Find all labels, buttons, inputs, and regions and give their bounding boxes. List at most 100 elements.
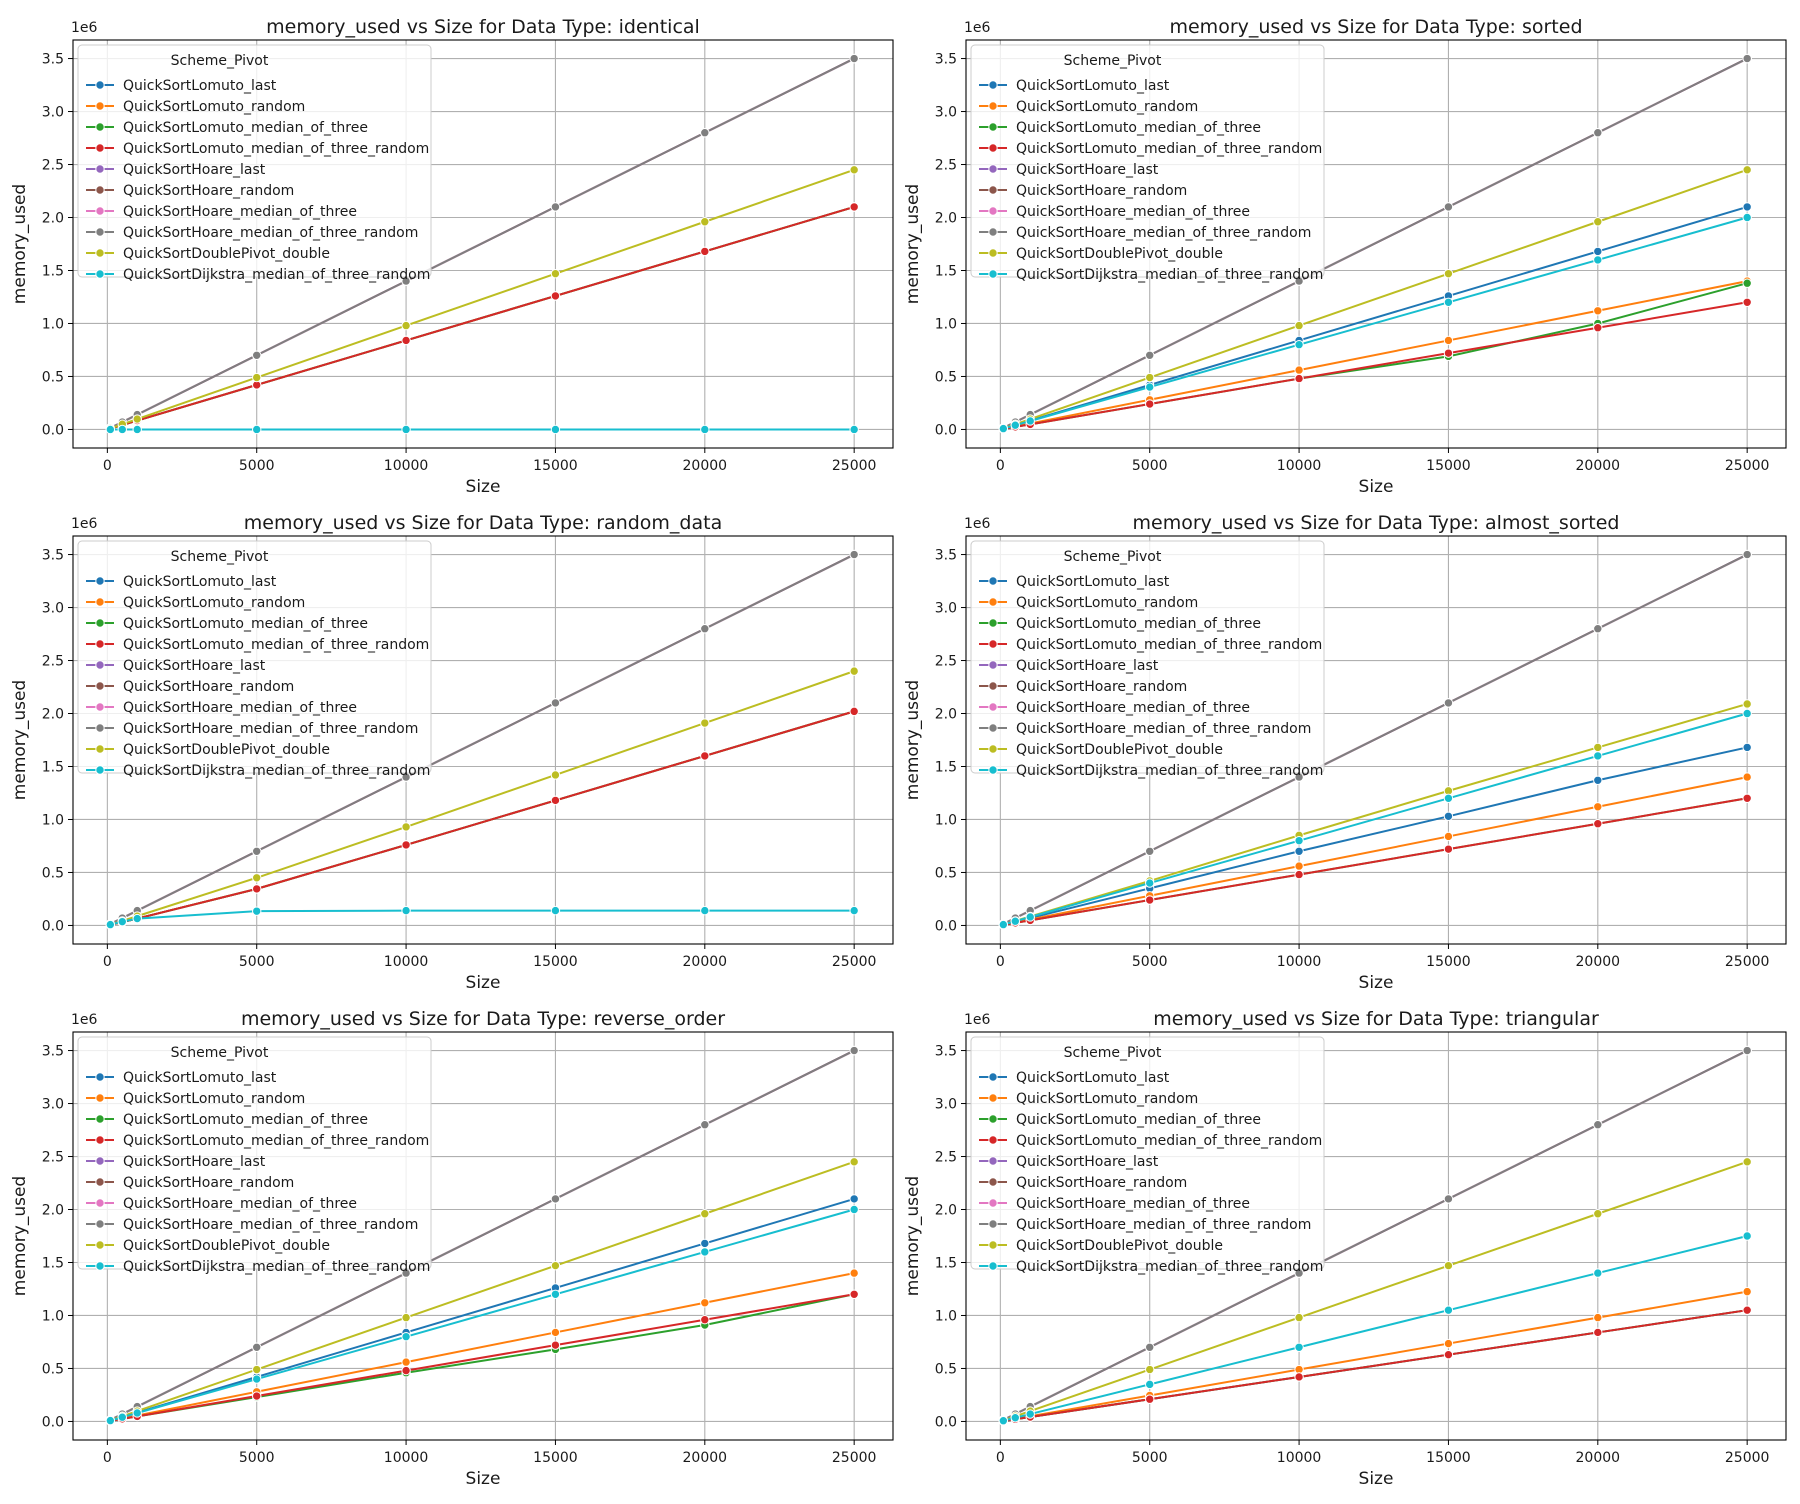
data-point [1742, 165, 1752, 175]
data-point [1443, 831, 1454, 842]
data-point [700, 718, 710, 728]
axes-frame [72, 39, 894, 449]
y-tick-label: 1.0 [935, 316, 957, 332]
legend-label: QuickSortHoare_median_of_three [1016, 1196, 1250, 1212]
data-point [1443, 1194, 1454, 1204]
y-tick-label: 0.0 [935, 422, 957, 438]
data-point [1025, 416, 1035, 426]
legend-label: QuickSortLomuto_last [123, 574, 277, 590]
legend-label: QuickSortLomuto_random [123, 99, 305, 115]
data-point [700, 1298, 710, 1308]
legend-marker [95, 185, 105, 195]
data-point [1294, 835, 1304, 846]
y-tick-label: 1.5 [935, 759, 957, 775]
chart-title: memory_used vs Size for Data Type: rever… [241, 1008, 725, 1030]
axes-frame [965, 1031, 1787, 1441]
data-point [105, 1415, 116, 1426]
y-tick-label: 0.5 [935, 369, 957, 385]
data-point [401, 335, 411, 346]
data-point [1593, 751, 1603, 761]
chart-title: memory_used vs Size for Data Type: trian… [1153, 1008, 1599, 1030]
data-point [550, 268, 561, 279]
legend-label: QuickSortHoare_median_of_three [123, 204, 357, 220]
data-point [1593, 128, 1603, 138]
y-tick-label: 2.5 [935, 1150, 957, 1166]
y-tick-label: 0.5 [42, 369, 64, 385]
legend-label: QuickSortLomuto_random [1016, 99, 1198, 115]
legend-label: QuickSortHoare_random [123, 1175, 294, 1191]
y-tick-label: 1.5 [42, 263, 64, 279]
x-tick-label: 25000 [832, 1450, 877, 1466]
x-tick-label: 20000 [1576, 1450, 1621, 1466]
data-point [700, 424, 710, 435]
y-tick-label: 3.0 [42, 601, 64, 617]
data-point [700, 1315, 710, 1325]
data-point [849, 165, 859, 175]
legend-marker [988, 1093, 998, 1103]
series-line [1003, 301, 1748, 430]
data-point [1145, 1364, 1155, 1375]
data-point [1443, 202, 1454, 212]
data-point [1742, 202, 1752, 212]
data-point [1742, 1305, 1752, 1315]
data-point [401, 1357, 411, 1367]
y-tick-label: 3.5 [935, 548, 957, 564]
legend-label: QuickSortLomuto_median_of_three_random [123, 141, 429, 157]
legend-label: QuickSortHoare_median_of_three_random [1016, 225, 1311, 241]
x-tick-label: 10000 [384, 1450, 429, 1466]
y-tick-label: 3.5 [42, 52, 64, 68]
legend-label: QuickSortDijkstra_median_of_three_random [1016, 1259, 1323, 1275]
legend-marker [988, 765, 998, 775]
x-tick-label: 25000 [1725, 1450, 1770, 1466]
data-point [1742, 772, 1752, 782]
data-point [1742, 742, 1752, 753]
legend-label: QuickSortHoare_random [1016, 679, 1187, 695]
legend-label: QuickSortHoare_last [1016, 658, 1159, 674]
y-tick-label: 3.0 [935, 601, 957, 617]
legend-box [77, 44, 432, 278]
legend-label: QuickSortHoare_last [1016, 1154, 1159, 1170]
legend-label: QuickSortHoare_last [123, 162, 266, 178]
chart-panel: 0 5000 10000 15000 20000 25000 0.0 0.5 1.0 1.5 2.0… [10, 1008, 894, 1489]
legend-label: QuickSortDoublePivot_double [123, 1238, 330, 1254]
legend-marker [988, 744, 998, 754]
legend-label: QuickSortLomuto_median_of_three [1016, 1112, 1261, 1128]
legend-marker [988, 660, 998, 670]
series-line [1003, 280, 1748, 430]
data-point [117, 916, 127, 927]
data-point [401, 822, 411, 832]
y-tick-label: 0.5 [42, 865, 64, 881]
legend-marker [95, 206, 105, 216]
data-point [849, 666, 859, 676]
x-tick-label: 10000 [384, 458, 429, 474]
y-tick-label: 3.0 [42, 1097, 64, 1113]
legend-label: QuickSortLomuto_random [1016, 1091, 1198, 1107]
data-point [1742, 212, 1752, 223]
data-point [849, 53, 859, 64]
y-tick-label: 0.0 [42, 1414, 64, 1430]
axes-frame [965, 39, 1787, 449]
data-point [1742, 708, 1752, 719]
y-tick-label: 1.0 [935, 812, 957, 828]
legend-marker [988, 143, 998, 153]
legend-title: Scheme_Pivot [171, 53, 269, 69]
data-point [849, 424, 859, 435]
x-tick-label: 15000 [1426, 1450, 1471, 1466]
y-tick-label: 1.0 [42, 316, 64, 332]
legend-label: QuickSortDijkstra_median_of_three_random [123, 1259, 430, 1275]
legend-label: QuickSortLomuto_random [123, 1091, 305, 1107]
x-tick-label: 15000 [1426, 458, 1471, 474]
data-point [1742, 1231, 1752, 1241]
axes-frame [72, 535, 894, 945]
data-point [1145, 350, 1155, 360]
data-point [1010, 916, 1020, 926]
x-tick-label: 20000 [683, 1450, 728, 1466]
legend-label: QuickSortHoare_median_of_three [123, 1196, 357, 1212]
data-point [1593, 802, 1603, 812]
legend-marker [988, 1114, 998, 1124]
legend-marker [988, 185, 998, 195]
data-point [401, 1365, 411, 1376]
legend-marker [95, 639, 105, 649]
chart-title: memory_used vs Size for Data Type: ident… [266, 16, 700, 38]
